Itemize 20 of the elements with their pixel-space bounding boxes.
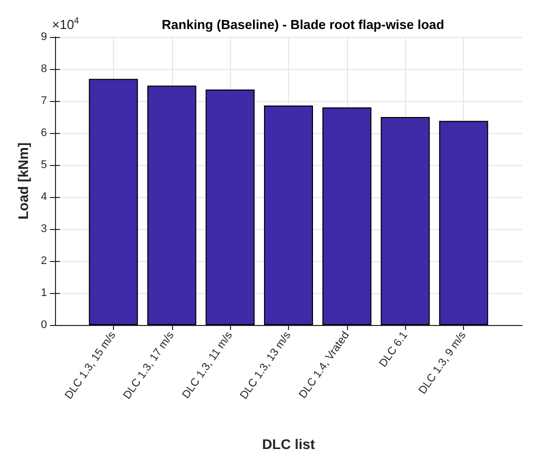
bar (206, 89, 255, 325)
bar (147, 86, 196, 325)
y-tick-label: 3 (40, 223, 48, 235)
y-tick-label: 8 (40, 63, 48, 75)
y-tick-label: 7 (40, 95, 48, 107)
y-tick-label: 6 (40, 127, 48, 139)
y-tick-label: 1 (40, 287, 48, 299)
y-tick-label: 2 (40, 255, 48, 267)
bar (88, 78, 138, 325)
y-tick-label: 5 (40, 159, 48, 171)
bar (322, 107, 372, 325)
bar (264, 105, 314, 325)
bar (380, 117, 430, 325)
y-tick-label: 0 (40, 319, 48, 331)
y-tick-label: 9 (40, 31, 48, 43)
y-axis-title: Load [kNm] (15, 142, 31, 220)
x-axis-title: DLC list (262, 436, 316, 452)
bar (439, 120, 488, 325)
y-tick-label: 4 (40, 191, 48, 203)
chart-title: Ranking (Baseline) - Blade root flap-wise load (162, 17, 444, 32)
